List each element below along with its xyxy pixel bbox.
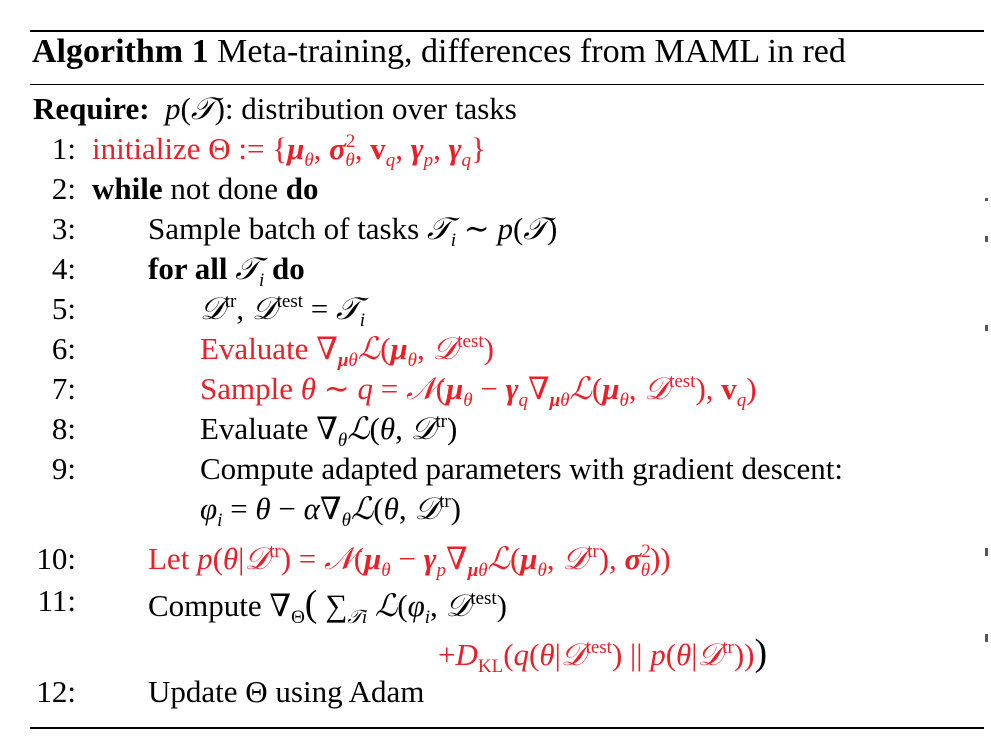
line-number: 6: [51,331,76,366]
line-number: 5: [51,291,76,326]
algorithm-title: Algorithm 1 Meta-training, differences f… [32,33,846,71]
algorithm-caption: Meta-training, differences from MAML in … [217,33,846,70]
require-keyword: Require: [33,91,150,126]
algorithm-line-10: Let p(θ|𝒟tr) = 𝒩(μθ − γp∇μθℒ(μθ, 𝒟tr), σ… [148,541,671,581]
line-number: 4: [51,251,76,286]
algorithm-line-3: Sample batch of tasks 𝒯i ∼ p(𝒯) [148,211,558,251]
line-number: 10: [36,541,76,576]
algorithm-line-2: while not done do [92,171,319,206]
algorithm-line-11: Compute ∇Θ( ∑𝒯i ℒ(φi, 𝒟test) [148,583,507,628]
algorithm-line-12: Update Θ using Adam [148,674,425,709]
algorithm-line-8: Evaluate ∇θℒ(θ, 𝒟tr) [200,411,458,451]
line-number: 11: [37,583,76,618]
edge-mark [985,325,988,331]
line-number: 1: [51,131,76,166]
algorithm-line-7: Sample θ ∼ q = 𝒩(μθ − γq∇μθℒ(μθ, 𝒟test),… [200,371,757,411]
title-rule [30,84,984,85]
algorithm-line-5: 𝒟tr, 𝒟test = 𝒯i [200,291,366,331]
top-rule [30,30,984,32]
algorithm-label: Algorithm 1 [32,33,209,70]
algorithm-line-9-continuation: φi = θ − α∇θℒ(θ, 𝒟tr) [200,491,461,531]
line-number: 8: [51,411,76,446]
edge-mark [985,548,988,556]
algorithm-line-1: initialize Θ := {μθ, σ2θ, vq, γp, γq} [92,131,486,171]
algorithm-line-4: for all 𝒯i do [148,251,305,291]
line-number: 3: [51,211,76,246]
bottom-rule [30,727,984,729]
line-number: 12: [36,674,76,709]
algorithm-line-6: Evaluate ∇μθℒ(μθ, 𝒟test) [200,331,494,371]
edge-mark [985,634,988,642]
edge-mark [985,198,988,201]
edge-mark [985,236,988,242]
line-number: 9: [51,451,76,486]
line-number: 2: [51,171,76,206]
algorithm-line-11-continuation: +DKL(q(θ|𝒟test) || p(θ|𝒟tr))) [438,632,768,677]
require-line: Require: p(𝒯): distribution over tasks [33,91,517,127]
algorithm-line-9: Compute adapted parameters with gradient… [200,451,844,486]
line-number: 7: [51,371,76,406]
